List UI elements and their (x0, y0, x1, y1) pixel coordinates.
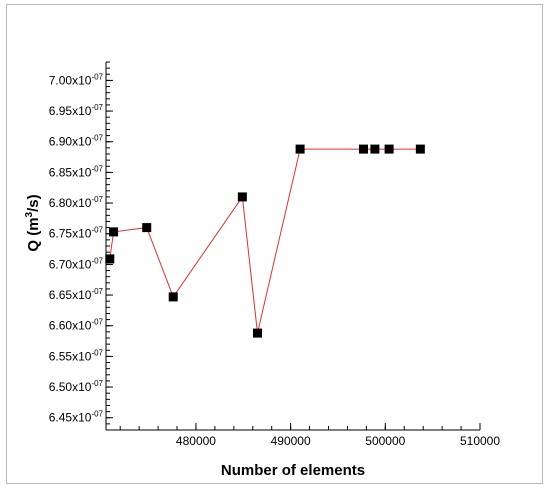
figure-frame (6, 4, 543, 484)
data-point-marker (105, 254, 115, 264)
x-tick-label: 500000 (365, 434, 405, 448)
y-tick-label-mantissa: 7.00x10 (49, 73, 92, 87)
axes-group: 6.45x10-076.50x10-076.55x10-076.60x10-07… (49, 61, 500, 448)
y-tick-label: 6.45x10-07 (49, 410, 104, 425)
y-axis-title-main: Q (m (25, 217, 42, 251)
y-tick-label: 6.55x10-07 (49, 348, 104, 363)
y-tick-label-mantissa: 6.95x10 (49, 104, 92, 118)
y-tick-label-mantissa: 6.90x10 (49, 135, 92, 149)
x-tick-label: 480000 (176, 434, 216, 448)
data-point-marker (384, 144, 394, 154)
y-axis-title: Q (m3/s) (24, 194, 42, 251)
y-tick-label-mantissa: 6.60x10 (49, 319, 92, 333)
y-tick-label-exponent: -07 (91, 72, 103, 81)
y-tick-label-mantissa: 6.45x10 (49, 411, 92, 425)
y-tick-label: 6.50x10-07 (49, 379, 104, 394)
y-tick-label-exponent: -07 (91, 318, 103, 327)
x-tick-label: 510000 (460, 434, 500, 448)
x-axis-title: Number of elements (221, 462, 365, 479)
y-tick-label-exponent: -07 (91, 164, 103, 173)
data-point-marker (295, 144, 305, 154)
y-tick-label-exponent: -07 (91, 103, 103, 112)
series-line (109, 148, 421, 334)
y-tick-label-exponent: -07 (91, 134, 103, 143)
y-tick-label: 6.90x10-07 (49, 134, 104, 149)
y-tick-label-exponent: -07 (91, 256, 103, 265)
y-tick-label: 6.85x10-07 (49, 164, 104, 179)
y-tick-label: 6.80x10-07 (49, 195, 104, 210)
y-tick-label-mantissa: 6.55x10 (49, 349, 92, 363)
y-tick-label: 6.60x10-07 (49, 318, 104, 333)
y-tick-label-exponent: -07 (91, 410, 103, 419)
y-tick-label-mantissa: 6.50x10 (49, 380, 92, 394)
data-point-marker (359, 144, 369, 154)
y-axis-title-sup: 3 (24, 211, 35, 217)
series-line-group (109, 148, 421, 334)
data-point-marker (109, 227, 119, 237)
y-tick-label-mantissa: 6.85x10 (49, 165, 92, 179)
y-tick-label-mantissa: 6.65x10 (49, 288, 92, 302)
data-point-marker (237, 192, 247, 202)
y-tick-label-mantissa: 6.80x10 (49, 196, 92, 210)
y-tick-label-exponent: -07 (91, 226, 103, 235)
y-tick-label: 6.65x10-07 (49, 287, 104, 302)
data-point-marker (415, 144, 425, 154)
y-tick-label-exponent: -07 (91, 195, 103, 204)
y-tick-label-mantissa: 6.75x10 (49, 227, 92, 241)
data-point-marker (142, 223, 152, 233)
y-tick-label: 6.95x10-07 (49, 103, 104, 118)
data-point-marker (370, 144, 380, 154)
markers-group (105, 144, 425, 338)
data-point-marker (168, 292, 178, 302)
y-tick-label-exponent: -07 (91, 379, 103, 388)
y-tick-label-mantissa: 6.70x10 (49, 257, 92, 271)
y-tick-label: 7.00x10-07 (49, 72, 104, 87)
y-axis-title-tail: /s) (25, 194, 42, 212)
y-tick-label: 6.75x10-07 (49, 226, 104, 241)
y-tick-label-exponent: -07 (91, 348, 103, 357)
y-tick-label-exponent: -07 (91, 287, 103, 296)
data-point-marker (252, 328, 262, 338)
y-tick-label: 6.70x10-07 (49, 256, 104, 271)
x-tick-label: 490000 (271, 434, 311, 448)
